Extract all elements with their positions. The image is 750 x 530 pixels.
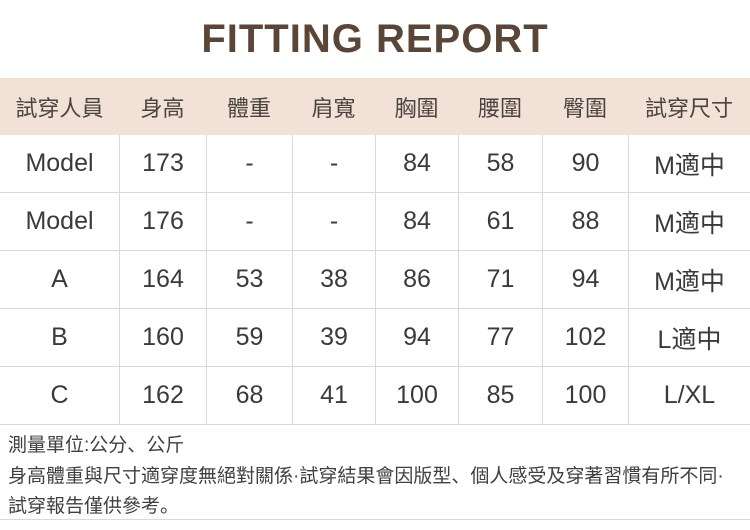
cell-weight: 53: [206, 251, 292, 308]
cell-tester: C: [50, 381, 69, 409]
cell-height: 173: [119, 135, 206, 192]
cell-hip: 90: [542, 135, 628, 192]
cell-shoulder: -: [292, 193, 375, 250]
table-row: Model 176 - - 84 61 88 M適中: [0, 193, 750, 251]
cell-height: 162: [119, 367, 206, 424]
fitting-disclaimer: 身高體重與尺寸適穿度無絕對關係·試穿結果會因版型、個人感受及穿著習慣有所不同·試…: [8, 466, 724, 517]
cell-bust: 84: [375, 135, 458, 192]
cell-waist: 61: [458, 193, 542, 250]
cell-waist: 58: [458, 135, 542, 192]
page-title: FITTING REPORT: [201, 16, 549, 61]
cell-waist: 77: [458, 309, 542, 366]
cell-shoulder: 39: [292, 309, 375, 366]
measurement-unit-note: 測量單位:公分、公斤: [8, 435, 185, 456]
header-height: 身高: [140, 95, 185, 121]
header-shoulder: 肩寬: [311, 95, 356, 121]
cell-bust: 86: [375, 251, 458, 308]
cell-bust: 100: [375, 367, 458, 424]
cell-waist: 85: [458, 367, 542, 424]
cell-tester: B: [51, 323, 68, 351]
table-row: A 164 53 38 86 71 94 M適中: [0, 251, 750, 309]
cell-tester: Model: [25, 149, 94, 177]
cell-hip: 100: [542, 367, 628, 424]
cell-fit-size: L/XL: [628, 367, 750, 424]
cell-fit-size: M適中: [628, 135, 750, 192]
cell-bust: 84: [375, 193, 458, 250]
cell-height: 176: [119, 193, 206, 250]
table-row: B 160 59 39 94 77 102 L適中: [0, 309, 750, 367]
table-row: Model 173 - - 84 58 90 M適中: [0, 135, 750, 193]
cell-hip: 88: [542, 193, 628, 250]
cell-hip: 94: [542, 251, 628, 308]
cell-waist: 71: [458, 251, 542, 308]
cell-height: 160: [119, 309, 206, 366]
header-weight: 體重: [226, 95, 271, 121]
cell-weight: -: [206, 193, 292, 250]
table-row: C 162 68 41 100 85 100 L/XL: [0, 367, 750, 425]
cell-weight: 68: [206, 367, 292, 424]
cell-weight: 59: [206, 309, 292, 366]
header-fit-size: 試穿尺寸: [644, 95, 733, 121]
cell-tester: A: [51, 265, 68, 293]
header-waist: 腰圍: [477, 95, 522, 121]
header-hip: 臀圍: [562, 95, 607, 121]
cell-shoulder: 38: [292, 251, 375, 308]
cell-shoulder: 41: [292, 367, 375, 424]
footer-notes: 測量單位:公分、公斤 身高體重與尺寸適穿度無絕對關係·試穿結果會因版型、個人感受…: [0, 425, 750, 520]
cell-bust: 94: [375, 309, 458, 366]
cell-fit-size: M適中: [628, 193, 750, 250]
cell-fit-size: M適中: [628, 251, 750, 308]
cell-weight: -: [206, 135, 292, 192]
cell-height: 164: [119, 251, 206, 308]
cell-hip: 102: [542, 309, 628, 366]
cell-shoulder: -: [292, 135, 375, 192]
cell-fit-size: L適中: [628, 309, 750, 366]
table-header-row: 試穿人員 身高 體重 肩寬 胸圍 腰圍 臀圍 試穿尺寸: [0, 78, 750, 135]
header-bust: 胸圍: [394, 95, 439, 121]
header-tester: 試穿人員: [15, 95, 104, 121]
cell-tester: Model: [25, 207, 94, 235]
